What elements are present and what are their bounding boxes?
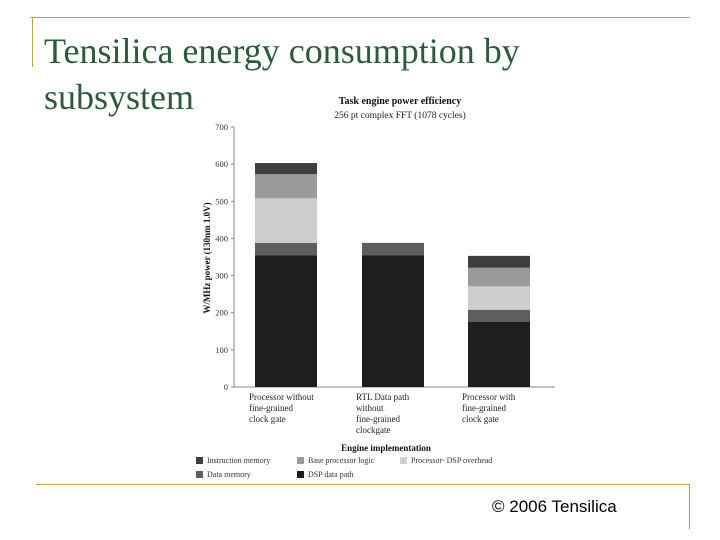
y-tick-label: 100 bbox=[215, 345, 228, 355]
bar-segment-instruction-memory-1 bbox=[255, 163, 317, 175]
stacked-bar-chart: Task engine power efficiency 256 pt comp… bbox=[196, 96, 555, 479]
bar-segment-data-memory-1 bbox=[255, 242, 317, 256]
y-tick-label: 500 bbox=[215, 196, 228, 206]
copyright-notice: © 2006 Tensilica bbox=[492, 497, 617, 516]
bars bbox=[255, 163, 530, 387]
legend-swatch bbox=[400, 457, 407, 464]
category-label-line: clock gate bbox=[462, 414, 499, 424]
bar-segment-instruction-memory-3 bbox=[468, 255, 530, 268]
legend-swatch bbox=[297, 471, 304, 478]
legend-entry: Data memory bbox=[207, 470, 251, 479]
slide-border-bottom bbox=[36, 484, 690, 485]
legend-entry: Processor- DSP overhead bbox=[411, 456, 492, 465]
chart-subtitle: 256 pt complex FFT (1078 cycles) bbox=[334, 110, 466, 121]
slide-border-left bbox=[32, 17, 33, 67]
chart-title: Task engine power efficiency bbox=[339, 96, 462, 107]
category-label-line: fine-grained bbox=[249, 403, 293, 413]
legend-entry: Base processor logic bbox=[308, 456, 375, 465]
y-axis-label: W/MHz power (130nm 1.0V) bbox=[202, 202, 212, 313]
axes: 0 100 200 300 400 500 600 700 bbox=[215, 122, 555, 392]
bar-segment-processor-dsp-overhead-3 bbox=[468, 286, 530, 310]
category-label-line: Processor without bbox=[249, 392, 314, 402]
bar-segment-base-processor-logic-1 bbox=[255, 174, 317, 199]
legend-entry: Instruction memory bbox=[207, 456, 270, 465]
slide-title: Tensilica energy consumption by subsyste… bbox=[44, 31, 520, 117]
category-label-line: fine-grained bbox=[462, 403, 506, 413]
legend-entry: DSP data path bbox=[308, 470, 353, 479]
bar-segment-data-memory-3 bbox=[468, 309, 530, 322]
bar-segment-dsp-data-path-1 bbox=[255, 255, 317, 387]
slide-border-right bbox=[689, 484, 690, 529]
bar-segment-processor-dsp-overhead-1 bbox=[255, 198, 317, 243]
legend-swatch bbox=[196, 471, 203, 478]
y-tick-label: 0 bbox=[224, 382, 228, 392]
category-label-line: clockgate bbox=[356, 425, 390, 435]
category-label-line: clock gate bbox=[249, 414, 286, 424]
slide-border-top bbox=[30, 17, 690, 18]
category-label-line: without bbox=[356, 403, 384, 413]
y-tick-label: 200 bbox=[215, 308, 228, 318]
category-label-line: fine-grained bbox=[356, 414, 400, 424]
legend-swatch bbox=[297, 457, 304, 464]
y-tick-label: 300 bbox=[215, 271, 228, 281]
bar-segment-base-processor-logic-3 bbox=[468, 267, 530, 287]
y-tick-label: 400 bbox=[215, 233, 228, 243]
legend: Instruction memory Base processor logic Pr… bbox=[196, 456, 492, 479]
category-label-line: Processor with bbox=[462, 392, 516, 402]
legend-swatch bbox=[196, 457, 203, 464]
bar-segment-dsp-data-path-3 bbox=[468, 322, 530, 387]
category-label-line: RTL Data path bbox=[356, 392, 410, 402]
y-tick-label: 700 bbox=[215, 122, 228, 132]
bar-segment-data-memory-2 bbox=[362, 242, 424, 256]
x-axis-label: Engine implementation bbox=[341, 443, 431, 453]
y-tick-label: 600 bbox=[215, 159, 228, 169]
bar-segment-dsp-data-path-2 bbox=[362, 255, 424, 387]
